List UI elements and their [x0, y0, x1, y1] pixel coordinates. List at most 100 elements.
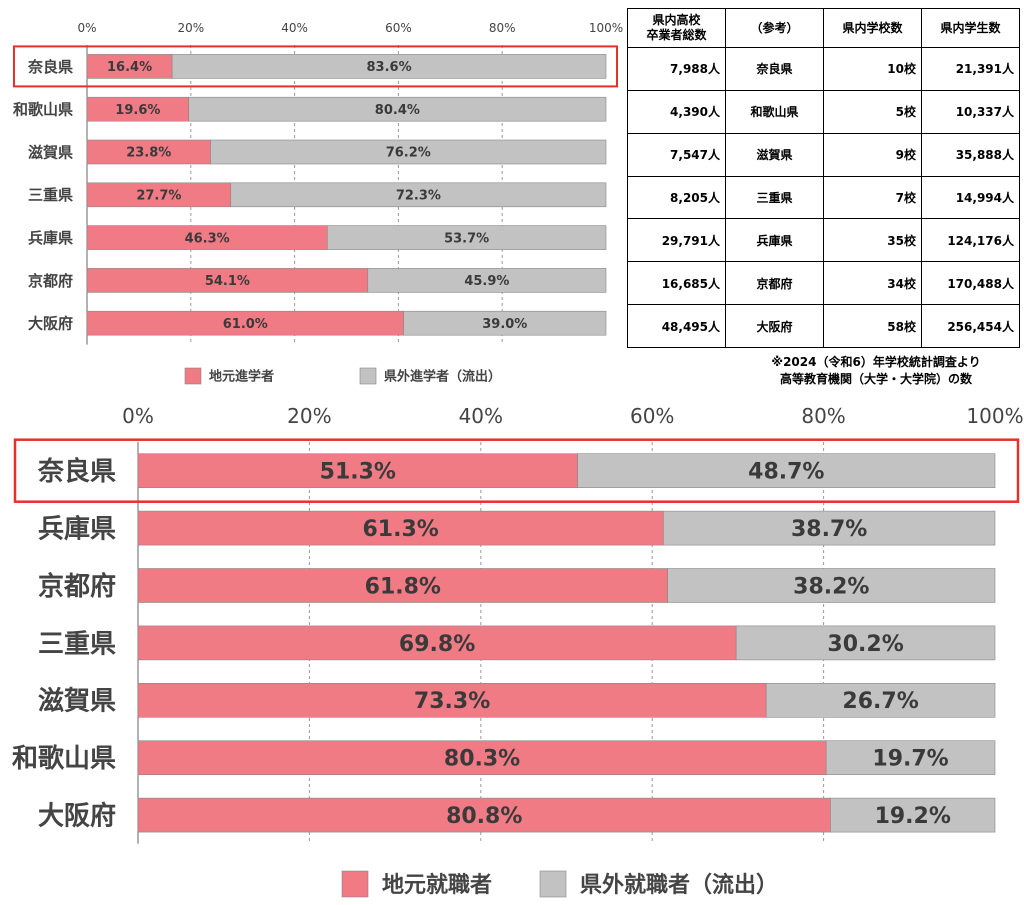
category-label: 和歌山県 [12, 744, 116, 774]
x-tick-label: 0% [122, 404, 154, 428]
header-student-count: 県内学生数 [921, 8, 1020, 48]
x-tick-label: 20% [177, 21, 204, 35]
bar-outflow [577, 453, 996, 489]
prefecture-cell: 京都府 [725, 261, 824, 306]
header-school-count: 県内学校数 [823, 8, 922, 48]
graduates-cell: 7,547人 [627, 132, 726, 177]
prefecture-cell: 滋賀県 [725, 132, 824, 177]
data-label: 16.4% [107, 60, 152, 75]
prefecture-cell: 奈良県 [725, 47, 824, 91]
data-label: 26.7% [842, 689, 918, 714]
legend-swatch [359, 367, 377, 385]
student-count-cell: 21,391人 [921, 47, 1020, 91]
data-label: 69.8% [399, 632, 475, 657]
x-tick-label: 80% [489, 21, 516, 35]
bar-local [86, 96, 190, 122]
prefecture-cell: 和歌山県 [725, 89, 824, 134]
note-line: 高等教育機関（大学・大学院）の数 [779, 372, 972, 386]
student-count-cell: 14,994人 [921, 175, 1020, 220]
data-label: 38.2% [793, 574, 869, 599]
student-count-cell: 170,488人 [921, 261, 1020, 306]
x-tick-label: 0% [77, 21, 96, 35]
data-label: 51.3% [320, 460, 396, 485]
data-label: 46.3% [185, 231, 230, 246]
bar-outflow [825, 740, 996, 776]
data-label: 54.1% [205, 274, 250, 289]
legend-swatch [184, 367, 202, 385]
category-label: 三重県 [38, 629, 116, 659]
category-label: 三重県 [28, 186, 73, 204]
data-label: 61.8% [365, 574, 441, 599]
x-tick-label: 40% [281, 21, 308, 35]
bar-local [86, 182, 232, 208]
data-label: 61.3% [363, 517, 439, 542]
category-label: 滋賀県 [38, 686, 116, 717]
category-label: 奈良県 [37, 456, 116, 487]
table-row: 8,205人 三重県 7校 14,994人 [627, 175, 1020, 220]
bar-local [137, 568, 668, 603]
note-line: ※2024（令和6）年学校統計調査より [771, 355, 981, 369]
data-label: 45.9% [464, 274, 509, 289]
table-row: 29,791人 兵庫県 35校 124,176人 [627, 218, 1020, 263]
legend-swatch [539, 870, 567, 898]
graduates-cell: 29,791人 [627, 218, 726, 263]
highlight-frame [13, 45, 618, 88]
bar-local [137, 510, 664, 546]
data-label: 23.8% [126, 146, 171, 161]
bar-outflow [326, 225, 607, 250]
prefecture-cell: 三重県 [725, 175, 824, 220]
data-label: 76.2% [386, 146, 431, 161]
category-label: 兵庫県 [28, 229, 73, 247]
category-label: 兵庫県 [38, 514, 116, 544]
reference-table-header: 県内高校 卒業者総数 （参考） 県内学校数 県内学生数 [627, 8, 1020, 48]
bar-outflow [367, 268, 607, 293]
graduates-cell: 16,685人 [627, 261, 726, 306]
data-label: 19.6% [115, 103, 160, 118]
legend-label: 地元進学者 [209, 369, 274, 385]
data-label: 19.7% [872, 747, 948, 772]
bar-outflow [230, 182, 607, 208]
table-row: 16,685人 京都府 34校 170,488人 [627, 261, 1020, 306]
bar-local [137, 625, 737, 661]
bar-local [137, 682, 767, 718]
data-label: 73.3% [414, 689, 490, 714]
bar-outflow [830, 797, 996, 833]
x-tick-label: 20% [287, 404, 331, 428]
advancement-chart: 0% 20% 40% 60% 80% 100% 奈良県 16.4% 83.6% 和歌山県 19.6%… [13, 21, 623, 385]
school-count-cell: 35校 [823, 218, 922, 263]
data-label: 19.2% [875, 804, 951, 829]
category-label: 大阪府 [38, 800, 116, 831]
x-tick-label: 100% [966, 404, 1023, 428]
data-label: 80.3% [444, 747, 520, 772]
graduates-cell: 8,205人 [627, 175, 726, 220]
legend-label: 県外進学者（流出） [384, 369, 501, 385]
data-label: 39.0% [482, 317, 527, 332]
bar-outflow [188, 96, 607, 122]
school-count-cell: 5校 [823, 89, 922, 134]
school-count-cell: 10校 [823, 47, 922, 91]
school-count-cell: 58校 [823, 304, 922, 348]
prefecture-cell: 大阪府 [725, 304, 824, 348]
bar-outflow [667, 568, 996, 603]
bar-outflow [765, 682, 996, 718]
graduates-cell: 4,390人 [627, 89, 726, 134]
data-label: 30.2% [827, 632, 903, 657]
table-row: 7,988人 奈良県 10校 21,391人 [627, 47, 1020, 91]
header-reference: （参考） [725, 8, 824, 48]
x-tick-label: 40% [459, 404, 503, 428]
legend-label: 地元就職者 [382, 872, 492, 898]
bar-outflow [210, 139, 607, 165]
data-label: 38.7% [791, 517, 867, 542]
legend-swatch [341, 870, 369, 898]
table-row: 48,495人 大阪府 58校 256,454人 [627, 304, 1020, 348]
data-label: 72.3% [396, 188, 441, 203]
category-label: 奈良県 [27, 58, 73, 76]
data-label: 80.8% [446, 804, 522, 829]
prefecture-cell: 兵庫県 [725, 218, 824, 263]
data-label: 61.0% [223, 317, 268, 332]
student-count-cell: 35,888人 [921, 132, 1020, 177]
bar-local [86, 310, 404, 336]
student-count-cell: 124,176人 [921, 218, 1020, 263]
bar-local [137, 740, 827, 776]
header-graduates: 県内高校 卒業者総数 [627, 8, 726, 48]
